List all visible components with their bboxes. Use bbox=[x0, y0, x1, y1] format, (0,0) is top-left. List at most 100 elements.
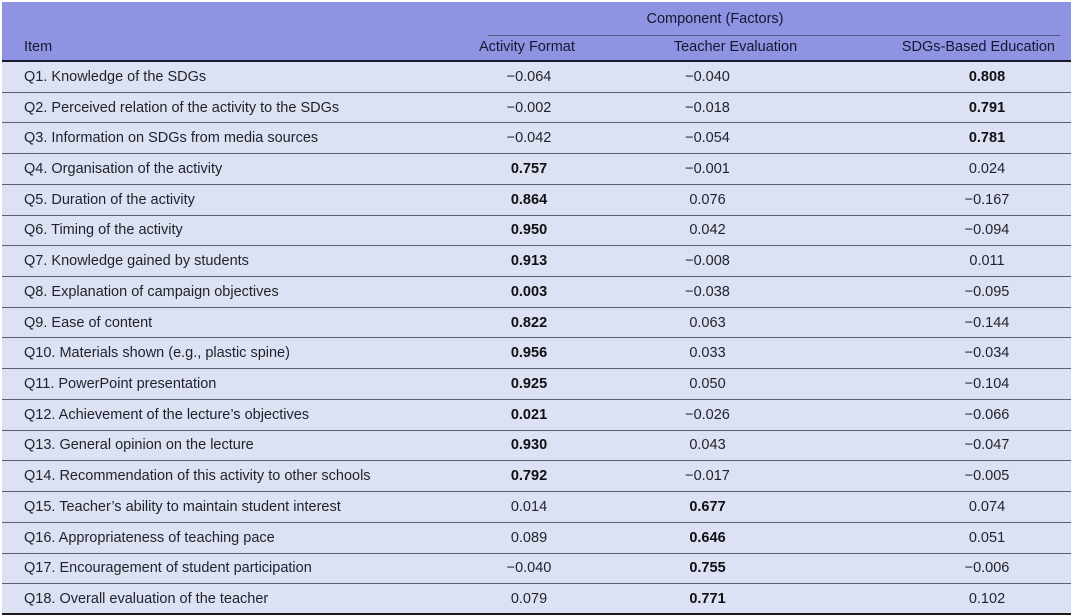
activity-format-value-cell: 0.822 bbox=[510, 314, 548, 331]
teacher-evaluation-value-cell: −0.054 bbox=[685, 130, 730, 147]
activity-format-value-cell: 0.014 bbox=[510, 498, 548, 515]
item-cell: Q12. Achievement of the lecture’s object… bbox=[24, 406, 310, 423]
table-header: Component (Factors) Item Activity Format… bbox=[2, 2, 1071, 62]
item-cell: Q6. Timing of the activity bbox=[24, 222, 183, 239]
teacher-evaluation-value-cell: −0.018 bbox=[685, 99, 730, 116]
sdgs-based-education-value-cell: −0.167 bbox=[964, 191, 1010, 208]
teacher-evaluation-value-cell: 0.050 bbox=[689, 376, 726, 393]
teacher-evaluation-value-cell: 0.042 bbox=[689, 222, 726, 239]
activity-format-value-cell: 0.089 bbox=[510, 529, 548, 546]
activity-format-value-cell: 0.757 bbox=[510, 161, 548, 178]
table-row: Q17. Encouragement of student participat… bbox=[2, 553, 1071, 585]
sdgs-based-education-value-cell: −0.095 bbox=[964, 283, 1010, 300]
table-row: Q4. Organisation of the activity 0.757 −… bbox=[2, 154, 1071, 185]
activity-format-value-cell: −0.042 bbox=[506, 130, 552, 147]
sdgs-based-education-value-cell: 0.808 bbox=[968, 68, 1006, 85]
column-header-sdgs-based-education: SDGs-Based Education bbox=[901, 38, 1055, 55]
table-row: Q9. Ease of content 0.822 0.063 −0.144 bbox=[2, 307, 1071, 339]
table-row: Q5. Duration of the activity 0.864 0.076… bbox=[2, 184, 1071, 216]
item-cell: Q10. Materials shown (e.g., plastic spin… bbox=[24, 345, 290, 362]
teacher-evaluation-value-cell: 0.076 bbox=[689, 191, 726, 208]
sdgs-based-education-value-cell: −0.094 bbox=[964, 222, 1010, 239]
table-row: Q8. Explanation of campaign objectives 0… bbox=[2, 277, 1071, 308]
sdgs-based-education-value-cell: −0.047 bbox=[964, 437, 1010, 454]
teacher-evaluation-value-cell: 0.033 bbox=[689, 345, 726, 362]
activity-format-value-cell: −0.002 bbox=[506, 99, 552, 116]
item-cell: Q4. Organisation of the activity bbox=[24, 161, 223, 178]
teacher-evaluation-value-cell: 0.646 bbox=[689, 529, 726, 546]
table-row: Q16. Appropriateness of teaching pace 0.… bbox=[2, 522, 1071, 554]
teacher-evaluation-value-cell: −0.017 bbox=[685, 468, 730, 485]
teacher-evaluation-value-cell: −0.008 bbox=[685, 253, 730, 270]
table-row: Q3. Information on SDGs from media sourc… bbox=[2, 123, 1071, 155]
column-header-teacher-evaluation: Teacher Evaluation bbox=[673, 38, 798, 55]
table-row: Q12. Achievement of the lecture’s object… bbox=[2, 399, 1071, 431]
teacher-evaluation-value-cell: 0.755 bbox=[689, 560, 726, 577]
sdgs-based-education-value-cell: 0.074 bbox=[968, 498, 1006, 515]
component-factors-group-header: Component (Factors) bbox=[646, 10, 784, 27]
item-cell: Q5. Duration of the activity bbox=[24, 191, 195, 208]
item-cell: Q8. Explanation of campaign objectives bbox=[24, 283, 279, 300]
item-cell: Q3. Information on SDGs from media sourc… bbox=[24, 130, 319, 147]
sdgs-based-education-value-cell: 0.024 bbox=[968, 161, 1006, 178]
teacher-evaluation-value-cell: −0.026 bbox=[685, 406, 730, 423]
activity-format-value-cell: 0.864 bbox=[510, 191, 548, 208]
item-cell: Q2. Perceived relation of the activity t… bbox=[24, 99, 340, 116]
table-body: Q1. Knowledge of the SDGs −0.064 −0.040 … bbox=[2, 62, 1071, 615]
column-headers-row: Item Activity Format Teacher Evaluation … bbox=[2, 33, 1071, 60]
activity-format-value-cell: 0.925 bbox=[510, 376, 548, 393]
activity-format-value-cell: 0.021 bbox=[510, 406, 548, 423]
table-row: Q11. PowerPoint presentation 0.925 0.050… bbox=[2, 369, 1071, 400]
activity-format-value-cell: 0.956 bbox=[510, 345, 548, 362]
table-row: Q7. Knowledge gained by students 0.913 −… bbox=[2, 246, 1071, 278]
table-row: Q15. Teacher’s ability to maintain stude… bbox=[2, 492, 1071, 523]
activity-format-value-cell: 0.930 bbox=[510, 437, 548, 454]
sdgs-based-education-value-cell: 0.781 bbox=[968, 130, 1006, 147]
activity-format-value-cell: −0.040 bbox=[506, 560, 552, 577]
teacher-evaluation-value-cell: 0.771 bbox=[689, 590, 726, 607]
item-cell: Q9. Ease of content bbox=[24, 314, 153, 331]
item-cell: Q7. Knowledge gained by students bbox=[24, 253, 249, 270]
table-row: Q10. Materials shown (e.g., plastic spin… bbox=[2, 338, 1071, 370]
teacher-evaluation-value-cell: −0.001 bbox=[685, 161, 730, 178]
item-cell: Q14. Recommendation of this activity to … bbox=[24, 468, 371, 485]
teacher-evaluation-value-cell: 0.043 bbox=[689, 437, 726, 454]
column-header-item: Item bbox=[24, 38, 53, 55]
sdgs-based-education-value-cell: −0.006 bbox=[964, 560, 1010, 577]
sdgs-based-education-value-cell: 0.011 bbox=[969, 253, 1005, 270]
activity-format-value-cell: 0.079 bbox=[510, 590, 548, 607]
item-cell: Q15. Teacher’s ability to maintain stude… bbox=[24, 498, 341, 515]
sdgs-based-education-value-cell: 0.051 bbox=[968, 529, 1006, 546]
group-header-rule bbox=[488, 35, 1060, 36]
activity-format-value-cell: 0.003 bbox=[510, 283, 548, 300]
sdgs-based-education-value-cell: −0.066 bbox=[964, 406, 1010, 423]
activity-format-value-cell: 0.792 bbox=[510, 468, 548, 485]
sdgs-based-education-value-cell: −0.104 bbox=[964, 376, 1010, 393]
item-cell: Q13. General opinion on the lecture bbox=[24, 437, 254, 454]
sdgs-based-education-value-cell: −0.005 bbox=[964, 468, 1010, 485]
item-cell: Q18. Overall evaluation of the teacher bbox=[24, 590, 269, 607]
item-cell: Q16. Appropriateness of teaching pace bbox=[24, 529, 275, 546]
table-row: Q14. Recommendation of this activity to … bbox=[2, 461, 1071, 493]
table-row: Q18. Overall evaluation of the teacher 0… bbox=[2, 584, 1071, 615]
sdgs-based-education-value-cell: −0.034 bbox=[964, 345, 1010, 362]
teacher-evaluation-value-cell: −0.038 bbox=[685, 283, 730, 300]
activity-format-value-cell: −0.064 bbox=[506, 68, 552, 85]
item-cell: Q17. Encouragement of student participat… bbox=[24, 560, 312, 577]
table-row: Q13. General opinion on the lecture 0.93… bbox=[2, 430, 1071, 462]
teacher-evaluation-value-cell: 0.063 bbox=[689, 314, 726, 331]
item-cell: Q11. PowerPoint presentation bbox=[24, 376, 217, 393]
column-header-activity-format: Activity Format bbox=[479, 38, 575, 55]
sdgs-based-education-value-cell: −0.144 bbox=[964, 314, 1010, 331]
sdgs-based-education-value-cell: 0.102 bbox=[968, 590, 1006, 607]
table-row: Q1. Knowledge of the SDGs −0.064 −0.040 … bbox=[2, 62, 1071, 93]
teacher-evaluation-value-cell: 0.677 bbox=[689, 498, 726, 515]
sdgs-based-education-value-cell: 0.791 bbox=[968, 99, 1006, 116]
teacher-evaluation-value-cell: −0.040 bbox=[685, 68, 730, 85]
activity-format-value-cell: 0.950 bbox=[510, 222, 548, 239]
item-cell: Q1. Knowledge of the SDGs bbox=[24, 68, 207, 85]
table-row: Q6. Timing of the activity 0.950 0.042 −… bbox=[2, 215, 1071, 247]
table-row: Q2. Perceived relation of the activity t… bbox=[2, 92, 1071, 124]
activity-format-value-cell: 0.913 bbox=[510, 253, 548, 270]
